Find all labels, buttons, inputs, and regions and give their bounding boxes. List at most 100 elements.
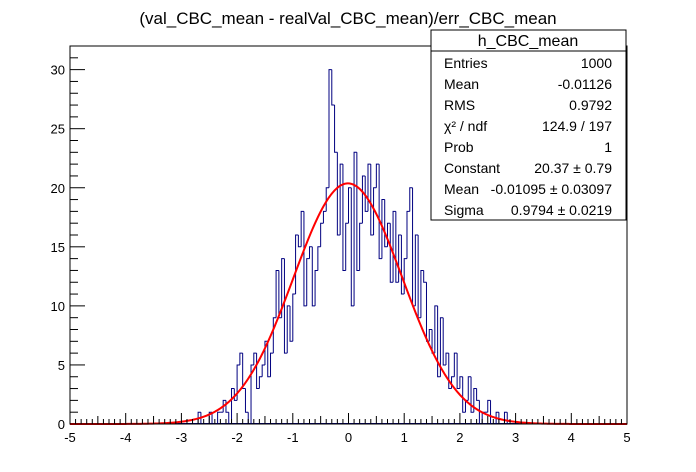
histogram-bin — [442, 317, 446, 366]
histogram-bin — [400, 235, 405, 295]
stats-row-value: 1000 — [581, 55, 612, 71]
stats-row-label: Entries — [444, 55, 488, 71]
stats-row-label: Mean — [444, 76, 479, 92]
histogram-bin — [467, 376, 472, 401]
stats-box-frame — [430, 29, 627, 221]
histogram-bin — [320, 222, 324, 247]
histogram-bin — [470, 376, 474, 413]
histogram-bin — [306, 258, 310, 306]
histogram-bin — [253, 352, 257, 365]
histogram-bin — [373, 187, 377, 235]
histogram-bin — [487, 399, 491, 413]
histogram-bin — [364, 175, 368, 212]
histogram-bin — [328, 69, 332, 188]
histogram-bin — [244, 388, 249, 413]
stats-box: h_CBC_mean Entries 1000 Mean -0.01126 RMS 0.9… — [430, 29, 627, 221]
histogram-bin — [233, 388, 238, 401]
histogram-bin — [359, 222, 363, 271]
x-tick-label: -2 — [231, 430, 243, 445]
histogram-bin — [473, 388, 477, 413]
stats-row-value: 0.9792 — [569, 97, 612, 113]
stats-row-value: 124.9 / 197 — [542, 118, 612, 134]
x-tick-label: 0 — [345, 430, 352, 445]
chart-title: (val_CBC_mean - realVal_CBC_mean)/err_CB… — [139, 9, 556, 28]
histogram-bin — [348, 187, 352, 224]
histogram-bin — [434, 305, 438, 354]
histogram-bin — [375, 163, 380, 188]
histogram-bin — [350, 187, 355, 307]
histogram-bin — [459, 376, 463, 389]
histogram-bin — [261, 364, 265, 377]
histogram-bin — [495, 411, 499, 424]
histogram-bin — [281, 258, 285, 318]
histogram-bin — [439, 317, 444, 377]
gaussian-fit — [70, 182, 627, 425]
histogram-bin — [437, 305, 441, 378]
histogram-bin — [311, 246, 316, 307]
stats-row-label: RMS — [444, 97, 475, 113]
histogram-bin — [292, 293, 296, 342]
y-tick-label: 5 — [58, 358, 65, 373]
axes: -5 -4 -3 -2 -1 0 1 2 3 4 5 0 5 10 15 20 25 30 — [51, 45, 631, 445]
histogram-bin — [317, 246, 321, 271]
x-tick-label: -1 — [287, 430, 299, 445]
histogram-bin — [286, 305, 291, 354]
histogram-bin — [453, 352, 458, 377]
histogram-bin — [275, 269, 279, 318]
x-tick-label: 3 — [512, 430, 519, 445]
stats-rows: Entries 1000 Mean -0.01126 RMS 0.9792 χ² / ndf… — [444, 55, 612, 218]
y-tick-label: 25 — [51, 122, 65, 137]
histogram-bin — [339, 163, 343, 235]
histogram-bin — [322, 210, 327, 224]
stats-row-value: 0.9794 ± 0.0219 — [511, 202, 612, 218]
stats-row-label: Sigma — [444, 202, 484, 218]
x-tick-label: -5 — [64, 430, 76, 445]
stats-row-value: 20.37 ± 0.79 — [534, 160, 612, 176]
histogram-bin — [445, 352, 449, 365]
histogram-bin — [250, 364, 254, 424]
stats-row-value: -0.01126 — [558, 76, 612, 92]
x-tick-label: 2 — [456, 430, 463, 445]
histogram-bin — [409, 187, 413, 212]
histogram-bin — [231, 388, 235, 424]
histogram-bin — [334, 105, 338, 153]
histogram-bin — [370, 164, 374, 236]
y-tick-label: 20 — [51, 181, 65, 196]
histogram-bin — [217, 411, 221, 424]
histogram-bin — [406, 210, 410, 259]
histogram-bin — [331, 69, 335, 106]
x-tick-label: 4 — [568, 430, 575, 445]
histogram-bin — [303, 211, 307, 307]
x-tick-label: -4 — [120, 430, 132, 445]
stats-row-label: Mean — [444, 181, 479, 197]
stats-row-label: χ² / ndf — [444, 118, 487, 134]
histogram-bin — [462, 376, 466, 413]
histogram-bin — [353, 151, 357, 306]
histogram-bin — [420, 269, 424, 318]
stats-row-value: -0.01095 ± 0.03097 — [491, 181, 613, 197]
histogram-bin — [361, 175, 366, 224]
stats-box-title: h_CBC_mean — [478, 33, 579, 50]
histogram-bin — [381, 199, 385, 259]
histogram-bin — [283, 258, 288, 354]
histogram-bin — [289, 305, 293, 342]
histogram-bin — [222, 399, 226, 413]
x-tick-label: 5 — [623, 430, 630, 445]
histogram-bin — [428, 329, 433, 342]
histogram-bin — [414, 234, 419, 306]
histogram-bin — [448, 353, 452, 390]
histogram-bin — [392, 210, 396, 283]
histogram-bin — [267, 341, 271, 378]
histogram-bin — [336, 152, 341, 236]
histogram-bin — [476, 388, 480, 401]
y-tick-label: 10 — [51, 299, 65, 314]
histogram-bin — [270, 352, 274, 377]
histogram-bin — [378, 164, 382, 260]
y-tick-label: 15 — [51, 240, 65, 255]
histogram-bin — [395, 211, 399, 283]
histogram-bin — [272, 317, 277, 354]
histogram-bin — [258, 376, 263, 389]
stats-row-label: Prob — [444, 139, 474, 155]
histogram-bin — [297, 235, 302, 248]
